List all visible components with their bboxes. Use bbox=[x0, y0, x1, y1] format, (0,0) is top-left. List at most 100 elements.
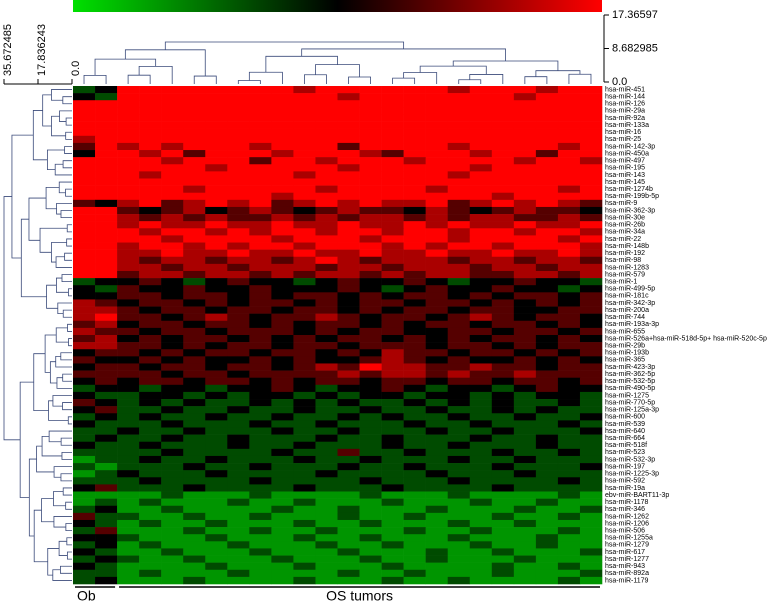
heatmap-cell bbox=[579, 470, 603, 478]
heatmap-cell bbox=[535, 548, 559, 556]
heatmap-cell bbox=[293, 349, 316, 357]
heatmap-cell bbox=[293, 242, 316, 250]
heatmap-cell bbox=[293, 534, 316, 542]
heatmap-cell bbox=[381, 121, 404, 129]
heatmap-cell bbox=[95, 562, 118, 571]
heatmap-cell bbox=[73, 214, 96, 222]
heatmap-cell bbox=[491, 206, 515, 215]
heatmap-cell bbox=[227, 512, 250, 521]
heatmap-cell bbox=[227, 185, 250, 194]
heatmap-cell bbox=[359, 206, 382, 215]
heatmap-cell bbox=[205, 135, 228, 144]
heatmap-cell bbox=[535, 93, 559, 101]
heatmap-cell bbox=[359, 363, 382, 371]
row-label: hsa-miR-744 bbox=[605, 314, 645, 321]
heatmap-cell bbox=[403, 455, 426, 464]
heatmap-cell bbox=[139, 377, 162, 386]
heatmap-cell bbox=[425, 107, 449, 115]
heatmap-cell bbox=[535, 370, 559, 378]
heatmap-cell bbox=[381, 370, 404, 378]
heatmap-cell bbox=[73, 463, 96, 471]
heatmap-cell bbox=[139, 150, 162, 158]
heatmap-cell bbox=[315, 498, 338, 507]
heatmap-cell bbox=[535, 448, 559, 457]
heatmap-cell bbox=[403, 441, 426, 450]
row-dendrogram bbox=[62, 373, 72, 382]
column-dendrogram bbox=[419, 65, 487, 75]
heatmap-cell bbox=[183, 263, 206, 272]
heatmap-cell bbox=[73, 242, 96, 250]
heatmap-cell bbox=[95, 470, 118, 478]
heatmap-cell bbox=[403, 150, 426, 158]
heatmap-cell bbox=[403, 320, 426, 329]
heatmap-cell bbox=[161, 555, 184, 563]
heatmap-cell bbox=[491, 306, 515, 314]
heatmap-cell bbox=[205, 86, 228, 94]
heatmap-cell bbox=[513, 342, 537, 350]
heatmap-cell bbox=[139, 164, 162, 172]
heatmap-cell bbox=[557, 249, 581, 258]
heatmap-cell bbox=[513, 548, 537, 556]
heatmap-cell bbox=[271, 313, 294, 322]
heatmap-cell bbox=[513, 541, 537, 549]
heatmap-cell bbox=[227, 285, 250, 293]
heatmap-cell bbox=[293, 142, 316, 151]
heatmap-cell bbox=[249, 100, 272, 108]
group-label: Ob bbox=[77, 588, 96, 602]
heatmap-cell bbox=[359, 370, 382, 378]
heatmap-cell bbox=[139, 434, 162, 443]
heatmap-cell bbox=[579, 342, 603, 350]
heatmap-cell bbox=[117, 235, 140, 243]
heatmap-cell bbox=[293, 356, 316, 364]
heatmap-cell bbox=[381, 285, 404, 293]
heatmap-cell bbox=[271, 356, 294, 364]
heatmap-cell bbox=[73, 569, 96, 578]
row-label: hsa-miR-770-5p bbox=[605, 399, 655, 406]
heatmap-cell bbox=[293, 377, 316, 386]
heatmap-cell bbox=[73, 342, 96, 350]
heatmap-cell bbox=[535, 555, 559, 563]
heatmap-cell bbox=[315, 192, 338, 201]
heatmap-cell bbox=[337, 142, 360, 151]
heatmap-cell bbox=[403, 235, 426, 243]
heatmap-cell bbox=[249, 150, 272, 158]
heatmap-cell bbox=[139, 235, 162, 243]
heatmap-cell bbox=[579, 576, 603, 585]
heatmap-cell bbox=[359, 576, 382, 585]
heatmap-cell bbox=[557, 484, 581, 492]
heatmap-cell bbox=[205, 142, 228, 151]
heatmap-cell bbox=[381, 498, 404, 507]
heatmap-cell bbox=[557, 548, 581, 556]
heatmap-cell bbox=[403, 370, 426, 378]
heatmap-cell bbox=[95, 171, 118, 179]
heatmap-cell bbox=[513, 206, 537, 215]
heatmap-cell bbox=[227, 519, 250, 528]
heatmap-cell bbox=[293, 235, 316, 243]
heatmap-cell bbox=[359, 534, 382, 542]
heatmap-cell bbox=[447, 391, 471, 400]
heatmap-cell bbox=[205, 541, 228, 549]
heatmap-cell bbox=[469, 256, 493, 265]
heatmap-cell bbox=[447, 519, 471, 528]
heatmap-cell bbox=[491, 512, 515, 521]
heatmap-cell bbox=[557, 221, 581, 229]
heatmap-cell bbox=[337, 256, 360, 265]
heatmap-cell bbox=[491, 150, 515, 158]
heatmap-cell bbox=[447, 249, 471, 258]
heatmap-cell bbox=[293, 164, 316, 172]
heatmap-cell bbox=[95, 263, 118, 272]
heatmap-cell bbox=[359, 484, 382, 492]
heatmap-cell bbox=[557, 270, 581, 279]
row-dendrogram bbox=[56, 377, 72, 389]
heatmap-cell bbox=[271, 320, 294, 329]
row-dendrogram bbox=[60, 210, 72, 219]
row-label: hsa-miR-193a-3p bbox=[605, 321, 659, 328]
heatmap-cell bbox=[205, 370, 228, 378]
heatmap-cell bbox=[117, 576, 140, 585]
row-dendrogram bbox=[65, 501, 72, 510]
heatmap-cell bbox=[381, 86, 404, 94]
heatmap-cell bbox=[315, 463, 338, 471]
heatmap-cell bbox=[95, 498, 118, 507]
heatmap-cell bbox=[359, 541, 382, 549]
heatmap-cell bbox=[227, 356, 250, 364]
